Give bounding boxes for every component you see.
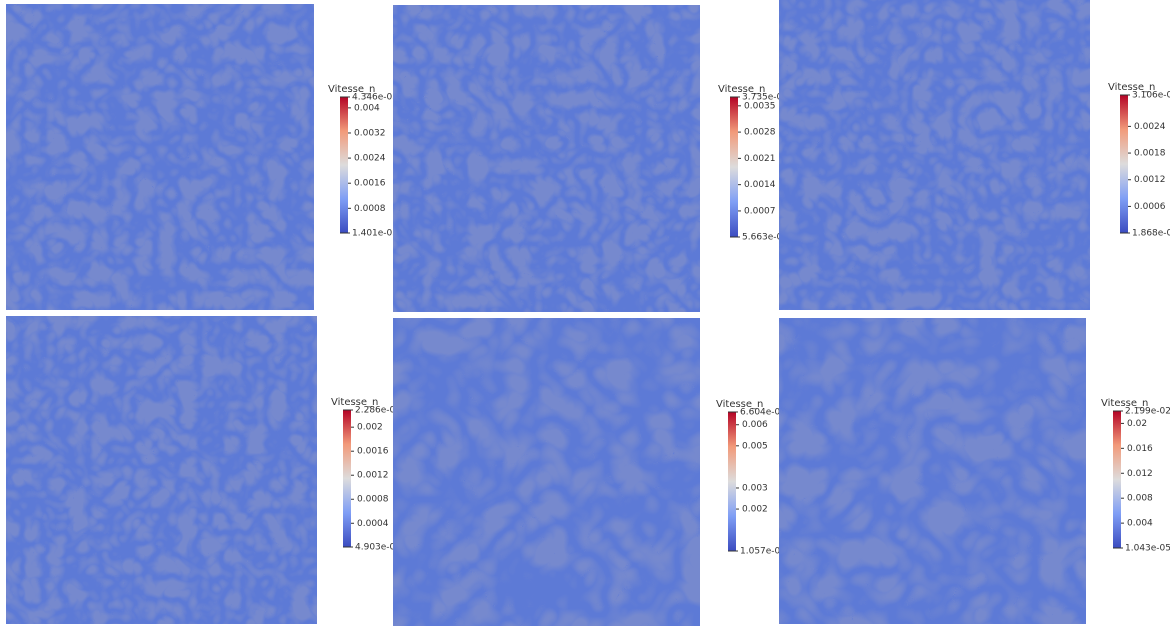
colorbar-tick-label: 0.008	[1127, 494, 1153, 504]
colorbar	[1113, 411, 1121, 548]
colorbar-title: Vitesse_n	[1101, 398, 1148, 409]
panel: Vitesse_n6.604e-03 1.057e-05 0.006 0.005 0.0…	[393, 318, 786, 626]
colorbar-title: Vitesse_n	[1108, 82, 1155, 93]
field-pattern	[6, 4, 314, 310]
colorbar-tick-label: 0.0028	[744, 128, 776, 138]
panel: Vitesse_n3.735e-03 5.663e-06 0.0035 0.0028 0…	[393, 5, 788, 312]
colorbar-tick-label: 0.0006	[1134, 202, 1166, 212]
colorbar	[340, 97, 348, 233]
field-pattern	[393, 5, 700, 312]
colorbar-tick-label: 0.0035	[744, 101, 776, 111]
colorbar-tick-label: 0.012	[1127, 469, 1153, 479]
colorbar-min-label: 1.057e-05	[740, 547, 786, 557]
colorbar-tick-label: 0.0016	[357, 447, 389, 457]
colorbar-tick-label: 0.0021	[744, 154, 776, 164]
colorbar	[730, 97, 738, 237]
field-pattern	[779, 318, 1086, 624]
panel: Vitesse_n3.106e-03 1.868e-06 0.0024 0.0018 0…	[779, 0, 1170, 310]
colorbar-tick-label: 0.02	[1127, 419, 1147, 429]
colorbar-min-label: 5.663e-06	[742, 233, 788, 243]
panel: Vitesse_n2.286e-03 4.903e-06 0.002 0.0016 0.…	[6, 316, 401, 624]
colorbar-tick-label: 0.0024	[1134, 122, 1166, 132]
colorbar-tick-label: 0.0008	[354, 204, 386, 214]
colorbar	[1120, 95, 1128, 233]
colorbar-tick-label: 0.0018	[1134, 149, 1166, 159]
colorbar-max-label: 2.199e-02	[1125, 407, 1170, 417]
colorbar-tick-label: 0.003	[742, 483, 768, 493]
field-pattern	[393, 318, 700, 626]
colorbar-tick-label: 0.004	[1127, 519, 1153, 529]
colorbar-tick-label: 0.0032	[354, 128, 386, 138]
colorbar-tick-label: 0.0008	[357, 495, 389, 505]
colorbar-max-label: 6.604e-03	[740, 408, 786, 418]
colorbar-min-label: 1.868e-06	[1132, 229, 1170, 239]
field-pattern	[6, 316, 317, 624]
colorbar-title: Vitesse_n	[716, 399, 763, 410]
colorbar-tick-label: 0.016	[1127, 444, 1153, 454]
colorbar-tick-label: 0.002	[357, 423, 383, 433]
colorbar-tick-label: 0.0012	[1134, 175, 1166, 185]
colorbar-tick-label: 0.0014	[744, 180, 776, 190]
colorbar	[728, 412, 736, 551]
colorbar	[343, 410, 351, 547]
colorbar-max-label: 3.735e-03	[742, 93, 788, 103]
colorbar-min-label: 1.401e-05	[352, 229, 398, 239]
field-pattern	[779, 0, 1090, 310]
panel: Vitesse_n2.199e-02 1.043e-05 0.02 0.016 0.01…	[779, 318, 1170, 624]
colorbar-tick-label: 0.0024	[354, 154, 386, 164]
colorbar-tick-label: 0.0004	[357, 519, 389, 529]
colorbar-tick-label: 0.006	[742, 420, 768, 430]
colorbar-max-label: 4.346e-03	[352, 93, 398, 103]
panel: Vitesse_n4.346e-03 1.401e-05 0.004 0.0032 0.…	[6, 4, 398, 310]
colorbar-tick-label: 0.0016	[354, 179, 386, 189]
colorbar-tick-label: 0.004	[354, 103, 380, 113]
colorbar-tick-label: 0.002	[742, 505, 768, 515]
colorbar-title: Vitesse_n	[328, 84, 375, 95]
colorbar-max-label: 3.106e-03	[1132, 91, 1170, 101]
colorbar-min-label: 1.043e-05	[1125, 544, 1170, 554]
colorbar-title: Vitesse_n	[718, 84, 765, 95]
colorbar-tick-label: 0.0007	[744, 206, 776, 216]
colorbar-max-label: 2.286e-03	[355, 406, 401, 416]
colorbar-title: Vitesse_n	[331, 397, 378, 408]
colorbar-tick-label: 0.005	[742, 441, 768, 451]
colorbar-min-label: 4.903e-06	[355, 543, 401, 553]
colorbar-tick-label: 0.0012	[357, 471, 389, 481]
